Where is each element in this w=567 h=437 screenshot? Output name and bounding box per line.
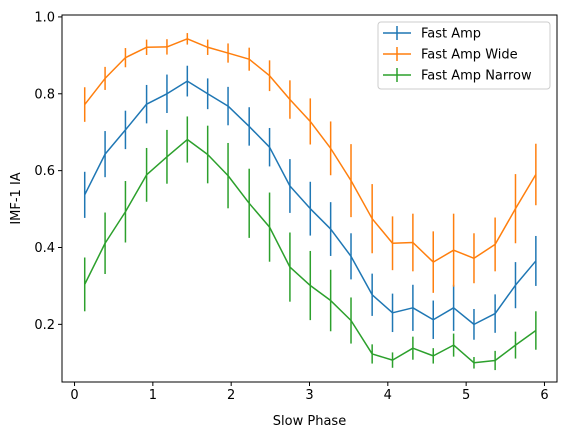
- plot-frame: [61, 14, 558, 383]
- x-tick-label: 4: [384, 388, 392, 403]
- legend-frame: [377, 21, 551, 90]
- y-tick-label: 0.6: [34, 164, 55, 179]
- x-tick-label: 0: [70, 388, 78, 403]
- legend: Fast Amp Fast Amp Wide Fast Amp Narrow: [377, 21, 551, 90]
- y-tick-label: 0.8: [34, 87, 55, 102]
- x-tick-label: 6: [540, 388, 548, 403]
- x-tick-label: 2: [227, 388, 235, 403]
- legend-label: Fast Amp Wide: [421, 48, 518, 63]
- series-2: [83, 33, 537, 293]
- y-tick-label: 0.4: [34, 241, 55, 256]
- legend-label: Fast Amp Narrow: [421, 69, 532, 84]
- x-tick-label: 1: [149, 388, 157, 403]
- series-1: [83, 65, 537, 340]
- x-tick-label: 5: [462, 388, 470, 403]
- y-tick-label: 0.2: [34, 318, 55, 333]
- y-axis-label: IMF-1 IA: [9, 172, 24, 224]
- series-layer: [83, 33, 537, 371]
- x-axis-label: Slow Phase: [273, 414, 346, 429]
- ticks-layer: 0 1 2 3 4 5 6 0.2 0.4 0.6 0.8 1.0: [34, 10, 548, 403]
- x-tick-label: 3: [305, 388, 313, 403]
- series-3: [83, 116, 537, 371]
- legend-label: Fast Amp: [421, 27, 481, 42]
- y-tick-label: 1.0: [34, 10, 55, 25]
